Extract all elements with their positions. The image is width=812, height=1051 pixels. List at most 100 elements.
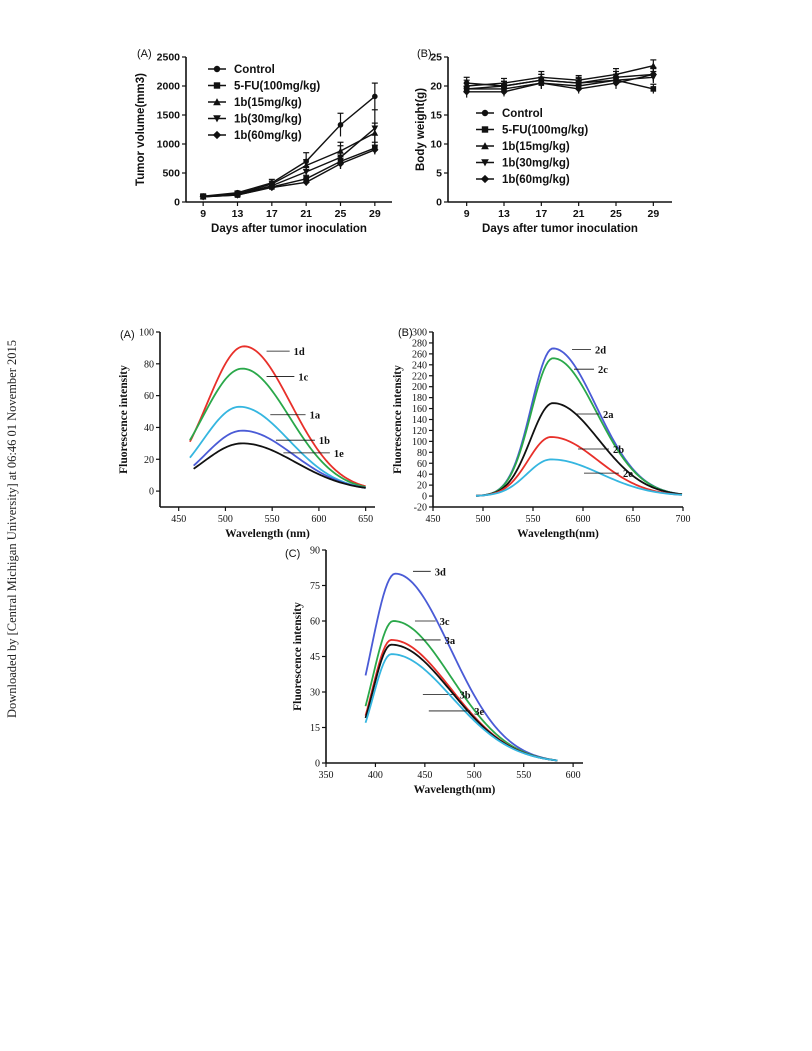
x-tick-label: 21 xyxy=(573,208,585,220)
x-tick-label: 550 xyxy=(265,514,280,525)
y-tick-label: 60 xyxy=(144,391,154,402)
data-point xyxy=(463,88,471,96)
x-tick-label: 25 xyxy=(335,208,347,220)
y-tick-label: 0 xyxy=(436,197,442,209)
x-tick-label: 550 xyxy=(526,514,541,525)
series-line xyxy=(203,132,376,198)
series-2b xyxy=(475,436,683,497)
curve-label: 3c xyxy=(440,617,450,628)
series-3d xyxy=(364,572,558,762)
data-point xyxy=(500,83,508,90)
y-axis-label: Tumor volume(mm3) xyxy=(135,73,147,186)
series-3e xyxy=(364,653,558,762)
x-tick-label: 9 xyxy=(200,208,206,220)
y-tick-label: 1500 xyxy=(157,110,181,122)
legend-marker xyxy=(213,65,221,73)
data-point xyxy=(575,80,583,87)
spectrum-line xyxy=(475,347,683,497)
y-tick-label: 5 xyxy=(436,168,442,180)
spectrum-line xyxy=(189,367,366,488)
series-triangle-down xyxy=(463,70,657,95)
series-diamond xyxy=(199,144,379,201)
x-axis-label: Wavelength(nm) xyxy=(517,528,599,540)
y-tick-label: 140 xyxy=(412,415,427,426)
curve-label: 1a xyxy=(310,411,321,422)
legend-entry: 1b(30mg/kg) xyxy=(502,158,570,170)
x-tick-label: 600 xyxy=(566,770,581,781)
y-tick-label: 60 xyxy=(310,617,320,628)
y-tick-label: 0 xyxy=(149,487,154,498)
legend-marker xyxy=(213,82,221,89)
spectrum-line xyxy=(475,436,683,497)
series-1a xyxy=(189,405,366,489)
x-tick-label: 450 xyxy=(171,514,186,525)
y-tick-label: 300 xyxy=(412,328,427,339)
spectrum-line xyxy=(189,405,366,489)
curve-label: 1d xyxy=(294,347,305,358)
legend-entry: 5-FU(100mg/kg) xyxy=(502,125,588,137)
x-tick-label: 29 xyxy=(369,208,381,220)
series-2c xyxy=(475,357,683,497)
x-tick-label: 350 xyxy=(319,770,334,781)
x-tick-label: 550 xyxy=(516,770,531,781)
series-line xyxy=(466,76,654,90)
series-2a xyxy=(475,402,683,497)
panel-label: (A) xyxy=(137,48,152,60)
curve-label: 2e xyxy=(623,469,633,480)
series-1c xyxy=(189,367,366,488)
curve-label: 2d xyxy=(595,346,606,357)
y-tick-label: 0 xyxy=(422,492,427,503)
legend-marker xyxy=(212,130,222,140)
spectrum-line xyxy=(364,653,558,762)
data-point xyxy=(199,193,207,201)
data-point xyxy=(612,79,620,87)
x-tick-label: 600 xyxy=(576,514,591,525)
x-tick-label: 450 xyxy=(426,514,441,525)
legend-entry: 1b(30mg/kg) xyxy=(234,114,302,126)
legend-entry: 1b(15mg/kg) xyxy=(234,97,302,109)
series-1e xyxy=(193,442,366,489)
data-point xyxy=(649,62,657,69)
y-tick-label: 2000 xyxy=(157,81,181,93)
y-axis-label: Fluorescence intensity xyxy=(118,365,130,474)
data-point xyxy=(371,125,379,132)
panel-label: (B) xyxy=(417,48,432,60)
data-point xyxy=(372,93,378,100)
fluorescence-chart-b: 450 500 550 600 650 700-200204060801001201401… xyxy=(392,327,691,540)
y-tick-label: -20 xyxy=(414,503,427,514)
series-1b xyxy=(193,429,366,489)
y-tick-label: 240 xyxy=(412,360,427,371)
y-tick-label: 0 xyxy=(315,759,320,770)
y-tick-label: 120 xyxy=(412,426,427,437)
legend-entry: 1b(60mg/kg) xyxy=(502,174,570,186)
curve-label: 3b xyxy=(459,690,470,701)
y-tick-label: 15 xyxy=(310,723,320,734)
curve-label: 2c xyxy=(598,365,608,376)
panel-label: (B) xyxy=(398,327,413,339)
data-point xyxy=(537,79,545,87)
y-tick-label: 80 xyxy=(417,448,427,459)
x-axis-label: Days after tumor inoculation xyxy=(482,223,638,235)
y-tick-label: 200 xyxy=(412,382,427,393)
series-line xyxy=(466,65,654,87)
data-point xyxy=(336,160,345,168)
data-point xyxy=(337,154,344,161)
data-point xyxy=(302,169,310,176)
x-axis-label: Wavelength (nm) xyxy=(225,528,310,540)
data-point xyxy=(500,88,508,96)
series-line xyxy=(203,149,376,198)
x-axis-label: Wavelength(nm) xyxy=(414,784,496,796)
y-tick-label: 25 xyxy=(430,52,442,64)
legend-marker xyxy=(481,159,489,167)
legend-marker xyxy=(481,142,489,150)
x-tick-label: 17 xyxy=(535,208,547,220)
x-tick-label: 9 xyxy=(464,208,470,220)
data-point xyxy=(650,86,657,92)
x-tick-label: 500 xyxy=(218,514,233,525)
panel-label: (C) xyxy=(285,548,300,560)
y-tick-label: 20 xyxy=(144,455,154,466)
spectrum-line xyxy=(475,402,683,497)
data-point xyxy=(268,183,276,192)
curve-label: 1c xyxy=(298,373,308,384)
series-3b xyxy=(364,643,558,762)
